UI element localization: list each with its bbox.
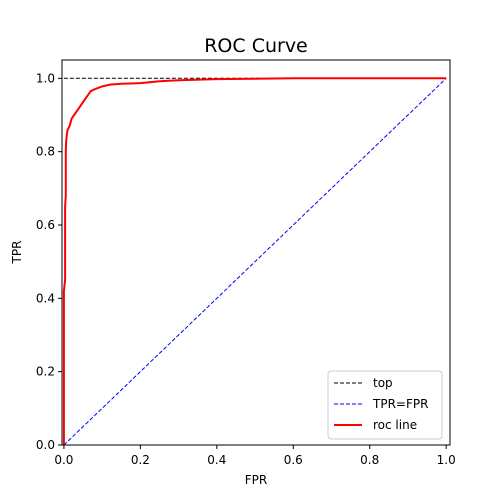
x-tick-label: 0.8	[360, 453, 379, 467]
x-tick-label: 0.2	[131, 453, 150, 467]
y-axis-ticks: 0.0 0.2 0.4 0.6 0.8 1.0	[36, 71, 62, 452]
series-layer	[62, 77, 447, 446]
y-tick-label: 0.2	[36, 365, 55, 379]
x-tick-label: 0.0	[54, 453, 73, 467]
legend-roc-line-label: roc line	[373, 418, 417, 432]
legend: top TPR=FPR roc line	[327, 370, 443, 440]
series-tpr-fpr-line	[63, 77, 447, 446]
y-tick-label: 0.6	[36, 218, 55, 232]
x-axis-label: FPR	[245, 473, 267, 487]
plot-frame	[61, 59, 451, 446]
y-axis-label: TPR	[10, 241, 24, 265]
y-tick-label: 0.4	[36, 291, 55, 305]
y-tick-label: 0.0	[36, 438, 55, 452]
x-axis-ticks: 0.0 0.2 0.4 0.6 0.8 1.0	[54, 445, 456, 467]
legend-tpr-fpr-label: TPR=FPR	[372, 397, 428, 411]
y-tick-label: 0.8	[36, 145, 55, 159]
x-tick-label: 1.0	[437, 453, 456, 467]
x-tick-label: 0.4	[207, 453, 226, 467]
legend-top-label: top	[373, 376, 393, 390]
x-tick-label: 0.6	[284, 453, 303, 467]
chart-title: ROC Curve	[204, 35, 308, 57]
legend-box	[327, 370, 443, 440]
series-roc-line-line	[62, 77, 447, 445]
y-tick-label: 1.0	[36, 71, 55, 85]
